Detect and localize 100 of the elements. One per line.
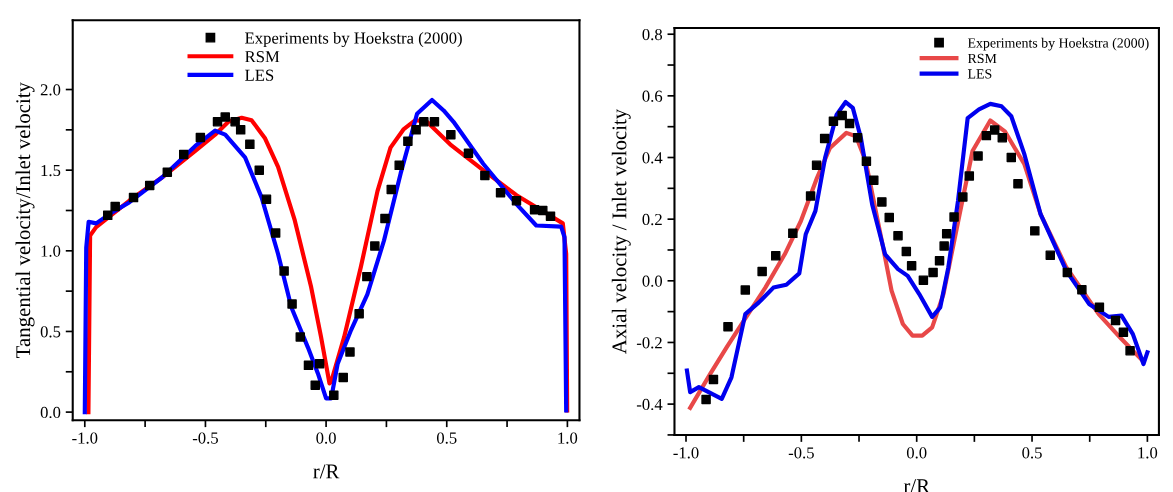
point bbox=[941, 228, 952, 239]
point bbox=[235, 125, 246, 135]
y-tick-label: -0.2 bbox=[636, 337, 662, 349]
point bbox=[144, 180, 155, 191]
y-tick-label: 2.0 bbox=[40, 84, 61, 96]
point bbox=[411, 125, 421, 135]
point bbox=[1125, 346, 1135, 356]
point bbox=[419, 117, 429, 127]
point bbox=[480, 170, 490, 181]
point bbox=[964, 171, 975, 181]
point bbox=[261, 194, 272, 204]
x-axis-title: r/R bbox=[313, 464, 340, 479]
point bbox=[511, 196, 522, 206]
point bbox=[338, 372, 348, 383]
y-tick-label: -0.4 bbox=[636, 398, 663, 411]
point bbox=[345, 347, 355, 357]
x-tick-label: -1.0 bbox=[673, 447, 699, 459]
point bbox=[362, 271, 372, 282]
point bbox=[701, 394, 711, 405]
y-tick-label: 0.8 bbox=[642, 28, 663, 41]
point bbox=[901, 246, 912, 257]
legend-label: LES bbox=[245, 69, 274, 81]
x-tick-label: 1.0 bbox=[558, 432, 578, 444]
point bbox=[844, 118, 855, 129]
point bbox=[852, 133, 863, 143]
point bbox=[178, 149, 189, 160]
point bbox=[314, 358, 325, 369]
point bbox=[429, 117, 440, 127]
point bbox=[958, 192, 968, 202]
point bbox=[884, 212, 894, 223]
y-tick-label: 0.2 bbox=[642, 213, 662, 226]
y-tick-label: 0.5 bbox=[40, 326, 61, 338]
point bbox=[819, 133, 830, 144]
point bbox=[446, 129, 456, 140]
legend-label: RSM bbox=[967, 53, 997, 64]
point bbox=[949, 212, 959, 222]
point bbox=[545, 211, 556, 221]
y-tick-label: 0.6 bbox=[642, 90, 663, 102]
x-tick-label: 0.5 bbox=[436, 432, 457, 444]
point bbox=[989, 125, 1000, 135]
point bbox=[495, 188, 506, 198]
point bbox=[788, 228, 798, 239]
point bbox=[230, 117, 240, 127]
point bbox=[997, 133, 1008, 143]
point bbox=[303, 360, 314, 371]
point bbox=[394, 160, 404, 171]
point bbox=[270, 228, 281, 238]
point bbox=[1077, 285, 1087, 295]
point bbox=[723, 321, 733, 332]
point bbox=[1030, 226, 1040, 236]
point bbox=[869, 175, 879, 186]
point bbox=[354, 308, 364, 319]
point bbox=[877, 197, 887, 207]
point bbox=[837, 110, 847, 121]
point bbox=[329, 390, 339, 400]
legend-label: Experiments by Hoekstra (2000) bbox=[967, 37, 1149, 51]
point bbox=[828, 116, 839, 126]
point bbox=[220, 112, 230, 122]
x-tick-label: -0.5 bbox=[788, 447, 814, 459]
point bbox=[195, 132, 206, 143]
point bbox=[740, 285, 751, 295]
point bbox=[811, 160, 822, 170]
point bbox=[861, 156, 872, 166]
legend-label: LES bbox=[967, 69, 992, 79]
point bbox=[1013, 178, 1023, 189]
legend-label: RSM bbox=[245, 51, 280, 63]
point bbox=[1110, 315, 1121, 326]
point bbox=[380, 213, 390, 224]
point bbox=[1006, 152, 1017, 163]
point bbox=[287, 299, 297, 309]
point bbox=[279, 266, 289, 276]
point bbox=[110, 201, 120, 212]
point bbox=[928, 267, 938, 278]
x-tick-label: 0.0 bbox=[906, 447, 927, 459]
point bbox=[370, 241, 380, 251]
y-tick-label: 1.5 bbox=[41, 164, 61, 177]
y-tick-label: 0.0 bbox=[40, 406, 61, 419]
y-tick-label: 0.4 bbox=[642, 152, 663, 164]
y-tick-label: 1.0 bbox=[41, 245, 61, 257]
point bbox=[934, 256, 945, 266]
y-tick-label: 0.0 bbox=[642, 275, 663, 287]
x-tick-label: 0.0 bbox=[316, 432, 336, 444]
point bbox=[463, 148, 474, 158]
x-tick-label: 1.0 bbox=[1138, 447, 1158, 459]
point bbox=[128, 192, 139, 203]
point bbox=[386, 184, 396, 195]
point bbox=[162, 167, 173, 178]
point bbox=[771, 251, 781, 261]
point bbox=[918, 275, 929, 285]
point bbox=[973, 151, 983, 161]
point bbox=[245, 139, 255, 150]
point bbox=[1045, 250, 1056, 260]
x-tick-label: -1.0 bbox=[72, 432, 98, 444]
point bbox=[538, 205, 548, 216]
point bbox=[906, 260, 917, 271]
point bbox=[403, 136, 413, 146]
y-axis-title: Axial velocity / Inlet velocity bbox=[611, 108, 631, 354]
point bbox=[212, 117, 223, 127]
point bbox=[1094, 302, 1105, 313]
point bbox=[757, 266, 767, 277]
